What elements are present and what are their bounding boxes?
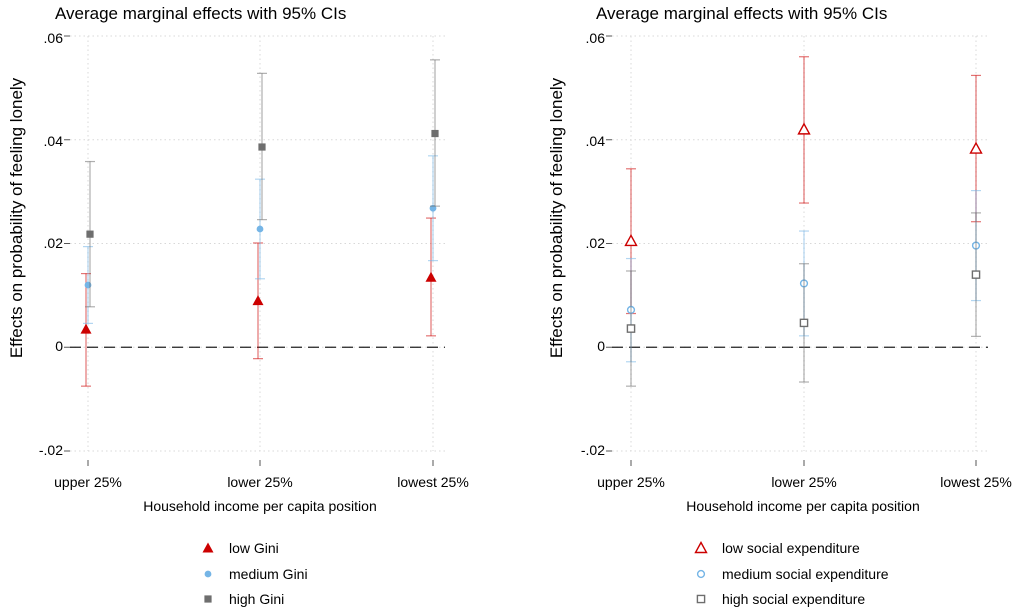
y-tick-label: .04 [586,133,606,149]
chart-title: Average marginal effects with 95% CIs [55,4,346,23]
series-high-gini [85,59,440,308]
data-point [431,129,439,138]
chart-title: Average marginal effects with 95% CIs [596,4,887,23]
legend-item: low social expenditure [694,540,860,556]
legend-label: medium social expenditure [722,566,889,582]
y-tick-label: .06 [586,30,606,46]
legend-marker [202,542,214,553]
legend: low social expenditure medium social exp… [694,540,889,607]
y-tick-label: .02 [44,235,64,251]
y-tick-label: 0 [597,338,605,354]
legend: low Gini medium Gini high Gini [202,540,308,607]
data-point [626,324,636,333]
y-tick-label: -.02 [581,442,605,458]
legend-marker [204,595,212,603]
chart-panel-gini: Average marginal effects with 95% CIs Ef… [7,4,469,607]
legend-label: high social expenditure [722,591,865,607]
y-tick-label: .06 [44,30,64,46]
legend-marker [204,570,212,578]
data-point [425,271,437,282]
x-tick-label: lower 25% [771,474,836,490]
data-point [971,270,981,279]
legend-item: low Gini [202,540,279,556]
y-tick-labels: .06 .04 .02 0 -.02 [39,30,63,458]
y-axis-label: Effects on probability of feeling lonely [7,77,26,358]
legend-item: medium Gini [204,566,308,582]
legend-item: medium social expenditure [696,566,889,582]
x-tick-label: upper 25% [54,474,122,490]
data-point [969,141,983,154]
data-point [799,318,809,328]
data-point [797,122,811,135]
legend-label: low social expenditure [722,540,860,556]
x-axis-label: Household income per capita position [143,498,376,514]
chart-panel-social-expenditure: Average marginal effects with 95% CIs Ef… [547,4,1012,607]
legend-marker [696,594,706,604]
legend-label: medium Gini [229,566,308,582]
data-point [256,225,264,233]
x-tick-label: lower 25% [227,474,292,490]
y-tick-label: -.02 [39,442,63,458]
x-tick-labels: upper 25% lower 25% lowest 25% [597,474,1012,490]
x-tick-label: lowest 25% [397,474,469,490]
data-point [80,323,92,334]
data-point [86,230,94,238]
legend-item: high Gini [204,591,284,607]
y-tick-label: .04 [44,133,64,149]
data-point [624,233,638,247]
y-axis-label: Effects on probability of feeling lonely [547,77,566,358]
x-tick-label: upper 25% [597,474,665,490]
legend-item: high social expenditure [696,591,865,607]
y-tick-labels: .06 .04 .02 0 -.02 [581,30,605,458]
data-point [252,295,264,306]
legend-label: high Gini [229,591,284,607]
y-tick-label: 0 [55,338,63,354]
x-tick-label: lowest 25% [940,474,1012,490]
legend-marker [694,541,708,554]
y-tick-label: .02 [586,235,606,251]
legend-marker [696,569,706,579]
legend-label: low Gini [229,540,279,556]
series-low-gini [80,217,437,387]
x-axis-label: Household income per capita position [686,498,919,514]
data-point [258,143,266,151]
plot-area [606,35,988,466]
series-high-social-expenditure [626,212,981,387]
x-tick-labels: upper 25% lower 25% lowest 25% [54,474,469,490]
plot-area [64,35,445,466]
